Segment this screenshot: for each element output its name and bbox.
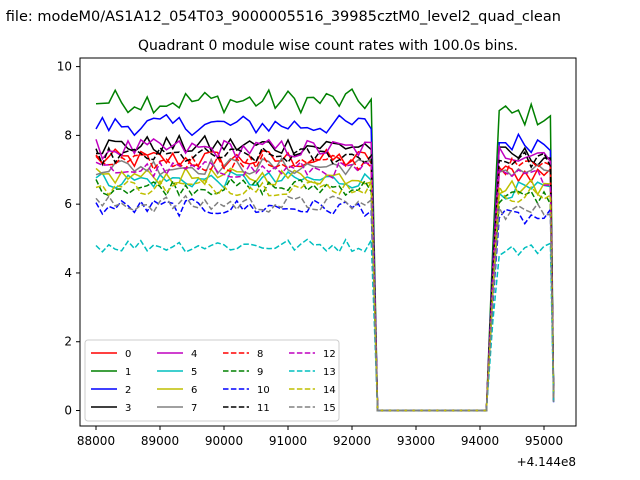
legend-label-7: 7 xyxy=(191,403,197,414)
x-tick-label: 93000 xyxy=(397,434,435,448)
legend-label-6: 6 xyxy=(191,385,197,396)
plot-area xyxy=(79,57,577,427)
legend-label-14: 14 xyxy=(323,385,336,396)
x-tick-label: 90000 xyxy=(205,434,243,448)
x-tick-label: 94000 xyxy=(461,434,499,448)
x-tick-label: 92000 xyxy=(333,434,371,448)
legend-label-8: 8 xyxy=(257,349,263,360)
legend-label-3: 3 xyxy=(125,403,131,414)
x-axis-offset-label: +4.144e8 xyxy=(517,455,576,469)
y-axis: 0 2 4 6 8 10 xyxy=(57,60,80,418)
legend-label-12: 12 xyxy=(323,349,336,360)
series-lines xyxy=(95,87,555,412)
x-tick-label: 91000 xyxy=(269,434,307,448)
legend-label-5: 5 xyxy=(191,367,197,378)
series-line-15 xyxy=(95,194,555,412)
x-tick-label: 89000 xyxy=(141,434,179,448)
legend-label-2: 2 xyxy=(125,385,131,396)
chart-title: Quadrant 0 module wise count rates with … xyxy=(138,38,518,54)
axes-frame xyxy=(79,57,577,427)
legend-box xyxy=(84,339,340,422)
y-tick-label: 8 xyxy=(64,128,72,142)
y-tick-label: 2 xyxy=(64,335,72,349)
legend-label-11: 11 xyxy=(257,403,270,414)
x-tick-label: 88000 xyxy=(77,434,115,448)
figure-suptitle: n file: modeM0/AS1A12_054T03_9000005516_… xyxy=(0,9,561,25)
legend-label-9: 9 xyxy=(257,367,263,378)
x-tick-label: 95000 xyxy=(525,434,563,448)
legend-label-1: 1 xyxy=(125,367,131,378)
y-tick-label: 6 xyxy=(64,197,72,211)
legend-label-0: 0 xyxy=(125,349,131,360)
legend-label-4: 4 xyxy=(191,349,197,360)
legend-label-13: 13 xyxy=(323,367,336,378)
y-tick-label: 10 xyxy=(57,60,72,74)
x-axis: 88000 89000 90000 91000 92000 93000 94000 95000 xyxy=(77,426,563,448)
y-tick-label: 0 xyxy=(64,404,72,418)
y-tick-label: 4 xyxy=(64,266,72,280)
legend-label-15: 15 xyxy=(323,403,336,414)
legend-label-10: 10 xyxy=(257,385,270,396)
